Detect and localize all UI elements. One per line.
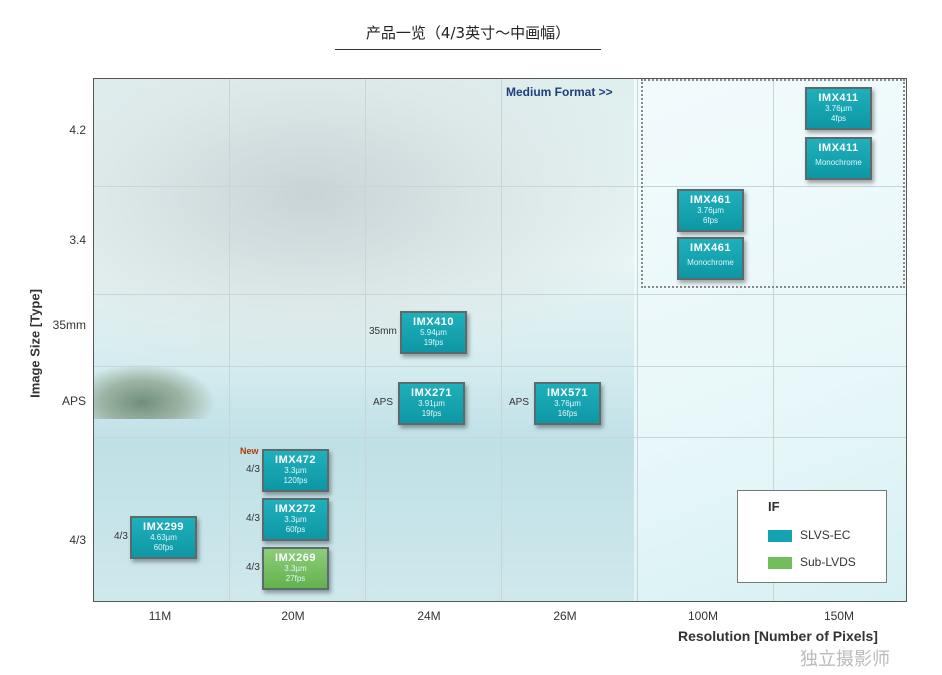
product-spec: Monochrome <box>687 258 734 267</box>
y-tick: APS <box>61 394 86 408</box>
product-name: IMX272 <box>275 503 316 515</box>
product-spec: 27fps <box>285 574 306 583</box>
page-title: 产品一览（4/3英寸〜中画幅） <box>335 22 601 50</box>
product-size-label: APS <box>373 397 394 408</box>
product-name: IMX571 <box>547 387 588 399</box>
product-size-label: 35mm <box>369 326 397 337</box>
product-spec: 3.91µm <box>418 399 445 408</box>
grid-line <box>94 366 906 367</box>
product-chip: IMX461 Monochrome <box>677 237 744 280</box>
x-tick: 20M <box>281 609 305 623</box>
legend-label: Sub-LVDS <box>800 555 856 569</box>
product-name: IMX269 <box>275 552 316 564</box>
product-chip: IMX461 3.76µm 6fps <box>677 189 744 232</box>
product-spec: 6fps <box>702 216 719 225</box>
legend-title: IF <box>768 499 780 514</box>
watermark: 独立摄影师 <box>800 649 890 670</box>
product-chip: IMX271 3.91µm 19fps <box>398 382 465 425</box>
product-name: IMX410 <box>413 316 454 328</box>
island-background <box>94 364 214 419</box>
product-chip: IMX299 4.63µm 60fps <box>130 516 197 559</box>
grid-line <box>229 79 230 601</box>
product-size-label: 4/3 <box>246 562 260 573</box>
y-tick: 35mm <box>52 318 86 332</box>
product-name: IMX271 <box>411 387 452 399</box>
product-chip: IMX472 3.3µm 120fps <box>262 449 329 492</box>
x-tick: 100M <box>687 609 719 623</box>
camera-background <box>94 79 634 369</box>
product-spec: 19fps <box>421 409 442 418</box>
legend-swatch-sub-lvds <box>768 557 792 569</box>
product-size-label: 4/3 <box>246 464 260 475</box>
medium-format-region <box>641 79 905 288</box>
product-spec: Monochrome <box>815 158 862 167</box>
grid-line <box>501 79 502 601</box>
grid-line <box>773 79 774 601</box>
product-spec: 3.3µm <box>284 515 307 524</box>
product-size-label: 4/3 <box>114 531 128 542</box>
product-name: IMX411 <box>818 92 859 104</box>
product-chip: IMX411 Monochrome <box>805 137 872 180</box>
product-spec: 16fps <box>557 409 578 418</box>
product-name: IMX411 <box>818 142 859 154</box>
x-tick: 11M <box>148 609 172 623</box>
medium-format-label: Medium Format >> <box>506 85 613 99</box>
product-spec: 5.94µm <box>420 328 447 337</box>
y-tick: 3.4 <box>69 233 86 247</box>
y-tick: 4/3 <box>69 533 86 547</box>
product-name: IMX461 <box>690 194 731 206</box>
product-chip: IMX269 3.3µm 27fps <box>262 547 329 590</box>
product-name: IMX461 <box>690 242 731 254</box>
product-spec: 60fps <box>153 543 174 552</box>
x-tick: 26M <box>553 609 577 623</box>
product-spec: 60fps <box>285 525 306 534</box>
product-name: IMX299 <box>143 521 184 533</box>
grid-line <box>365 79 366 601</box>
product-spec: 3.76µm <box>697 206 724 215</box>
grid-line <box>94 186 906 187</box>
grid-line <box>94 437 906 438</box>
product-chip: IMX272 3.3µm 60fps <box>262 498 329 541</box>
y-tick: 4.2 <box>69 123 86 137</box>
new-badge: New <box>240 446 259 456</box>
product-spec: 19fps <box>423 338 444 347</box>
product-name: IMX472 <box>275 454 316 466</box>
grid-line <box>637 79 638 601</box>
product-chip: IMX410 5.94µm 19fps <box>400 311 467 354</box>
x-axis-title: Resolution [Number of Pixels] <box>678 628 878 644</box>
product-spec: 3.76µm <box>825 104 852 113</box>
product-spec: 4.63µm <box>150 533 177 542</box>
legend: IF SLVS-EC Sub-LVDS <box>737 490 887 583</box>
product-spec: 4fps <box>830 114 847 123</box>
product-chip: IMX411 3.76µm 4fps <box>805 87 872 130</box>
product-spec: 3.3µm <box>284 466 307 475</box>
product-spec: 3.3µm <box>284 564 307 573</box>
product-size-label: APS <box>509 397 530 408</box>
legend-swatch-slvs-ec <box>768 530 792 542</box>
product-size-label: 4/3 <box>246 513 260 524</box>
product-spec: 3.76µm <box>554 399 581 408</box>
x-tick: 24M <box>417 609 441 623</box>
product-spec: 120fps <box>283 476 308 485</box>
y-axis-title: Image Size [Type] <box>27 289 43 398</box>
product-chip: IMX571 3.76µm 16fps <box>534 382 601 425</box>
legend-label: SLVS-EC <box>800 528 851 542</box>
grid-line <box>94 294 906 295</box>
x-tick: 150M <box>823 609 855 623</box>
